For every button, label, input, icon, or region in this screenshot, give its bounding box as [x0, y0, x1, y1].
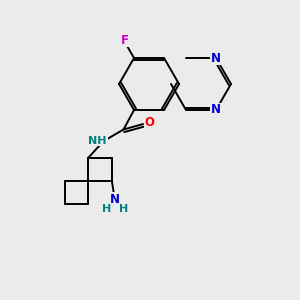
- Text: N: N: [211, 103, 221, 116]
- Text: N: N: [211, 52, 221, 64]
- Text: H: H: [102, 204, 111, 214]
- Text: O: O: [145, 116, 154, 129]
- Text: NH: NH: [88, 136, 107, 146]
- Text: N: N: [110, 193, 120, 206]
- Text: F: F: [121, 34, 129, 46]
- Text: H: H: [118, 204, 128, 214]
